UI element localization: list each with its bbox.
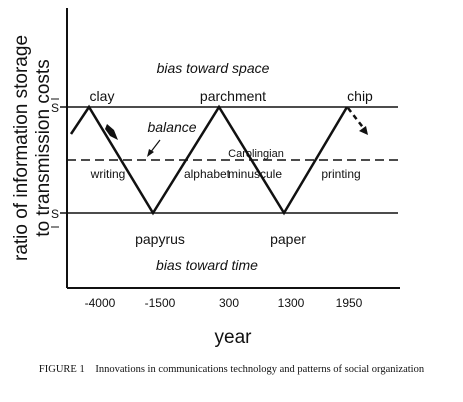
- future-dashed-segment: [347, 107, 366, 131]
- segment-label-minuscule: minuscule: [228, 167, 282, 181]
- trough-label-paper: paper: [270, 231, 306, 247]
- future-arrowhead: [359, 126, 368, 135]
- region-middle-label: balance: [147, 119, 196, 135]
- descent-marker: [105, 124, 118, 140]
- segment-label-carolingian: Carolingian: [228, 148, 284, 160]
- y-tick-label-upper: S: [51, 101, 59, 115]
- segment-label-printing: printing: [321, 167, 360, 181]
- x-tick-1950: 1950: [336, 296, 363, 310]
- peak-label-clay: clay: [90, 88, 115, 104]
- peak-label-chip: chip: [347, 88, 373, 104]
- figure-caption-text: Innovations in communications technology…: [95, 364, 425, 375]
- x-tick--1500: -1500: [145, 296, 176, 310]
- peak-label-parchment: parchment: [200, 88, 266, 104]
- x-tick-1300: 1300: [278, 296, 305, 310]
- y-axis-title-line-2: to transmission costs: [33, 59, 54, 236]
- oscillation-line: [69, 104, 349, 216]
- segment-label-writing: writing: [90, 167, 126, 181]
- balance-pointer-head: [147, 149, 154, 157]
- region-top-label: bias toward space: [157, 60, 270, 76]
- figure-caption: FIGURE 1 Innovations in communications t…: [0, 364, 463, 375]
- x-tick--4000: -4000: [85, 296, 116, 310]
- y-axis-title-line-1: ratio of information storage: [11, 35, 32, 261]
- region-bottom-label: bias toward time: [156, 257, 258, 273]
- x-tick-300: 300: [219, 296, 239, 310]
- x-axis-title: year: [215, 327, 253, 348]
- trough-label-papyrus: papyrus: [135, 231, 185, 247]
- figure-number: FIGURE 1: [38, 364, 85, 375]
- segment-label-alphabet: alphabet: [184, 167, 231, 181]
- y-tick-label-lower: S: [51, 207, 59, 221]
